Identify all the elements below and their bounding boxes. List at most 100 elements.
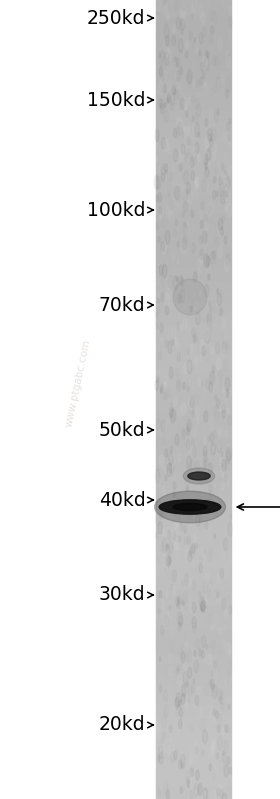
Circle shape bbox=[155, 129, 159, 141]
Bar bbox=[156, 642, 231, 645]
Bar bbox=[156, 765, 231, 767]
Bar bbox=[156, 769, 231, 773]
Bar bbox=[156, 525, 231, 527]
Bar bbox=[156, 6, 231, 8]
Bar bbox=[156, 745, 231, 749]
Bar bbox=[156, 737, 231, 741]
Bar bbox=[156, 575, 231, 578]
Bar bbox=[156, 341, 231, 344]
Bar bbox=[156, 242, 231, 245]
Bar bbox=[156, 741, 231, 743]
Bar bbox=[156, 621, 231, 623]
Bar bbox=[156, 280, 231, 282]
Circle shape bbox=[200, 339, 205, 352]
Bar bbox=[156, 290, 231, 293]
Bar bbox=[156, 394, 231, 397]
Bar bbox=[156, 471, 231, 474]
Bar bbox=[156, 106, 231, 109]
Circle shape bbox=[184, 101, 187, 111]
Bar bbox=[156, 797, 231, 799]
Bar bbox=[156, 344, 231, 346]
Bar bbox=[156, 224, 231, 226]
Bar bbox=[156, 413, 231, 415]
Bar bbox=[156, 773, 231, 775]
Bar bbox=[156, 501, 231, 503]
Bar bbox=[156, 376, 231, 378]
Bar bbox=[156, 10, 231, 14]
Circle shape bbox=[199, 290, 202, 297]
Bar bbox=[156, 559, 231, 562]
Text: 30kd: 30kd bbox=[99, 586, 146, 605]
Bar bbox=[156, 202, 231, 205]
Bar bbox=[156, 16, 231, 18]
Bar bbox=[156, 362, 231, 365]
Bar bbox=[156, 138, 231, 141]
Bar bbox=[156, 346, 231, 349]
Bar bbox=[156, 793, 231, 797]
Bar bbox=[156, 189, 231, 192]
Bar bbox=[156, 170, 231, 173]
Circle shape bbox=[216, 711, 218, 719]
Bar bbox=[156, 623, 231, 626]
Bar bbox=[156, 70, 231, 72]
Circle shape bbox=[159, 67, 162, 76]
Circle shape bbox=[220, 226, 223, 236]
Bar bbox=[156, 761, 231, 765]
Circle shape bbox=[207, 207, 211, 217]
Bar bbox=[156, 74, 231, 78]
Bar bbox=[156, 557, 231, 559]
Bar bbox=[156, 178, 231, 181]
Bar bbox=[156, 719, 231, 721]
Bar bbox=[156, 34, 231, 38]
Bar bbox=[156, 709, 231, 711]
Circle shape bbox=[203, 438, 206, 447]
Bar bbox=[156, 30, 231, 32]
Bar bbox=[156, 631, 231, 634]
Bar bbox=[156, 781, 231, 783]
Bar bbox=[156, 296, 231, 298]
Bar bbox=[156, 735, 231, 737]
Bar bbox=[156, 690, 231, 693]
Bar bbox=[156, 48, 231, 50]
Circle shape bbox=[216, 357, 221, 371]
Circle shape bbox=[159, 264, 163, 275]
Bar bbox=[156, 330, 231, 333]
Bar bbox=[156, 38, 231, 40]
Circle shape bbox=[222, 459, 227, 472]
Circle shape bbox=[160, 214, 161, 219]
Bar bbox=[156, 373, 231, 376]
Bar bbox=[156, 320, 231, 322]
Bar bbox=[156, 14, 231, 16]
Bar bbox=[156, 173, 231, 176]
Circle shape bbox=[181, 403, 186, 415]
Bar bbox=[156, 615, 231, 618]
Bar bbox=[156, 477, 231, 479]
Bar bbox=[156, 474, 231, 477]
Bar bbox=[156, 541, 231, 543]
Bar bbox=[156, 679, 231, 682]
Bar bbox=[156, 197, 231, 200]
Bar bbox=[156, 749, 231, 751]
Bar bbox=[156, 82, 231, 85]
Bar bbox=[156, 381, 231, 384]
Circle shape bbox=[172, 23, 176, 33]
Bar bbox=[156, 527, 231, 530]
Bar bbox=[156, 93, 231, 96]
Bar bbox=[156, 136, 231, 138]
Bar bbox=[156, 122, 231, 125]
Bar bbox=[156, 85, 231, 88]
Bar bbox=[156, 117, 231, 120]
Bar bbox=[156, 517, 231, 519]
Circle shape bbox=[169, 367, 173, 379]
Bar bbox=[156, 535, 231, 538]
Bar bbox=[156, 450, 231, 453]
Bar bbox=[156, 729, 231, 733]
Bar bbox=[156, 298, 231, 301]
Circle shape bbox=[197, 377, 201, 387]
Bar bbox=[156, 495, 231, 498]
Bar bbox=[156, 695, 231, 698]
Bar bbox=[156, 533, 231, 535]
Circle shape bbox=[185, 51, 188, 58]
Ellipse shape bbox=[173, 279, 207, 315]
Bar bbox=[156, 354, 231, 357]
